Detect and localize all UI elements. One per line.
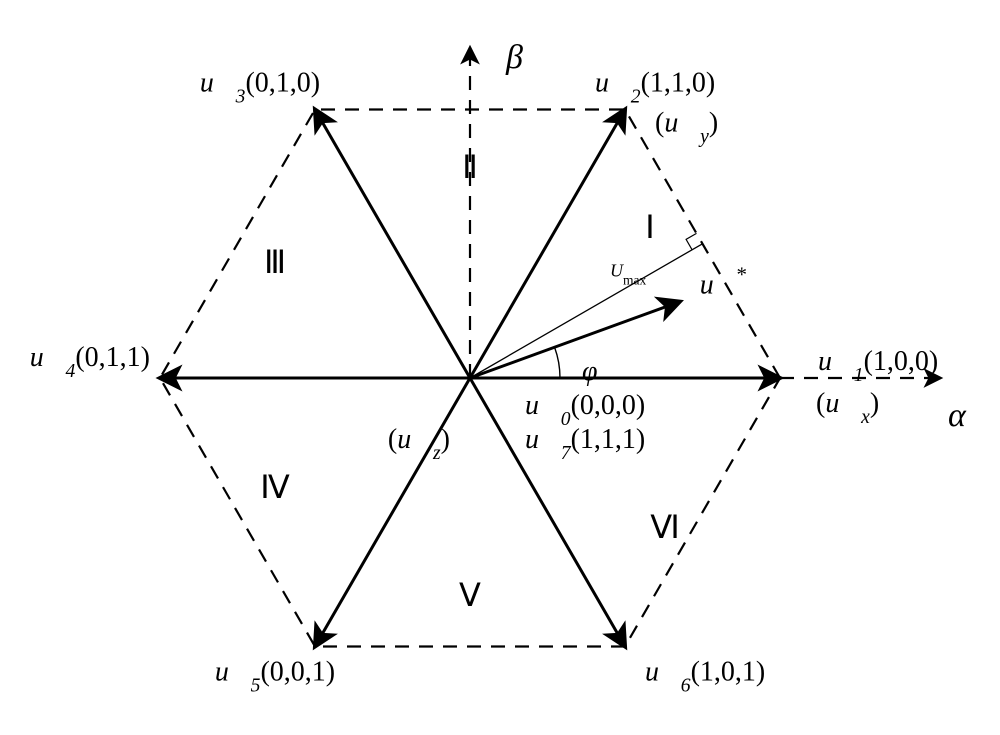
label-ux: (u⃗x) bbox=[816, 388, 879, 428]
label-u1: u⃗1(1,0,0) bbox=[818, 346, 938, 386]
sector-label-VI: Ⅵ bbox=[650, 509, 680, 545]
vector-ustar bbox=[470, 302, 680, 378]
label-ustar: u⃗* bbox=[700, 263, 747, 301]
sector-label-IV: Ⅳ bbox=[260, 469, 290, 505]
label-u4: u⃗4(0,1,1) bbox=[30, 342, 150, 382]
sector-label-I: Ⅰ bbox=[645, 209, 654, 245]
sector-label-V: Ⅴ bbox=[459, 577, 481, 613]
svpwm-vector-diagram: β α Ⅰ Ⅱ Ⅲ Ⅳ Ⅴ Ⅵu⃗2(1,1,0)(u⃗y) u⃗3(0,1,0) u⃗1(1,0… bbox=[0, 0, 1000, 735]
right-angle-mark bbox=[686, 233, 696, 249]
label-u3: u⃗3(0,1,0) bbox=[200, 68, 320, 108]
beta-axis-label: β bbox=[505, 39, 523, 76]
label-u2: u⃗2(1,1,0) bbox=[595, 68, 715, 108]
vector-u2 bbox=[470, 110, 625, 378]
sector-label-II: Ⅱ bbox=[462, 149, 478, 185]
vector-u3 bbox=[315, 110, 470, 378]
label-u6: u⃗6(1,0,1) bbox=[645, 656, 765, 696]
alpha-axis-label: α bbox=[948, 397, 967, 434]
label-uy: (u⃗y) bbox=[655, 108, 718, 148]
phi-arc bbox=[555, 347, 560, 378]
label-u5: u⃗5(0,0,1) bbox=[215, 656, 335, 696]
sector-label-III: Ⅲ bbox=[264, 244, 286, 280]
label-phi: φ bbox=[582, 356, 598, 387]
label-uz: (u⃗z) bbox=[388, 424, 450, 464]
label-umax: Umax bbox=[610, 261, 646, 288]
vector-u5 bbox=[315, 378, 470, 646]
label-u7: u⃗7(1,1,1) bbox=[525, 424, 645, 464]
